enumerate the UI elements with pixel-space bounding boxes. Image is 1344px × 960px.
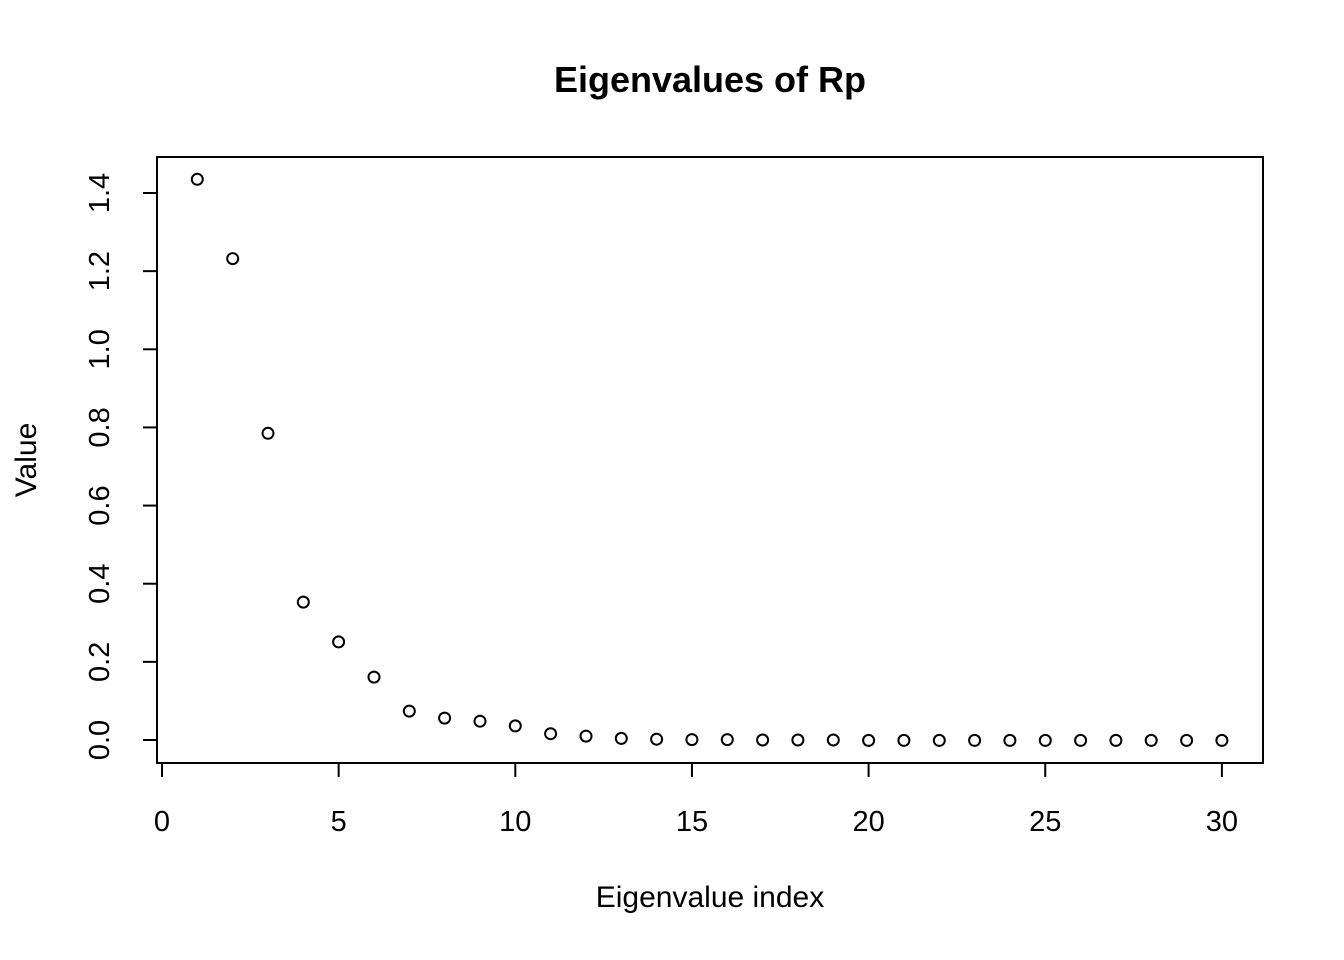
y-axis-title: Value (10, 423, 43, 498)
data-point (473, 714, 487, 728)
x-axis: 0 5 10 15 20 25 30 (154, 763, 1238, 838)
data-point (1144, 733, 1158, 747)
data-point (1074, 733, 1088, 747)
data-point (296, 595, 310, 609)
data-point (897, 733, 911, 747)
y-tick-label: 0.2 (84, 642, 116, 682)
data-point (579, 729, 593, 743)
data-point (650, 732, 664, 746)
data-point (862, 733, 876, 747)
y-tick-label: 1.0 (84, 329, 116, 369)
data-point (261, 426, 275, 440)
x-tick-label: 25 (1029, 806, 1061, 838)
data-point (508, 719, 522, 733)
data-point (438, 711, 452, 725)
data-point (826, 733, 840, 747)
x-tick-label: 20 (852, 806, 884, 838)
x-axis-title: Eigenvalue index (596, 881, 825, 914)
y-tick-label: 0.0 (84, 720, 116, 760)
data-point (685, 733, 699, 747)
data-points (190, 172, 1229, 747)
data-point (1215, 733, 1229, 747)
x-tick-label: 5 (331, 806, 347, 838)
data-point (1109, 733, 1123, 747)
data-point (544, 727, 558, 741)
data-point (226, 252, 240, 266)
x-tick-label: 30 (1206, 806, 1238, 838)
y-tick-label: 1.2 (84, 251, 116, 291)
y-tick-label: 0.4 (84, 564, 116, 604)
y-tick-label: 1.4 (84, 173, 116, 213)
x-tick-label: 0 (154, 806, 170, 838)
data-point (932, 733, 946, 747)
data-point (1003, 733, 1017, 747)
data-point (332, 635, 346, 649)
data-point (614, 731, 628, 745)
y-axis: 0.0 0.2 0.4 0.6 0.8 1.0 1.2 1.4 (84, 173, 157, 760)
x-tick-label: 15 (676, 806, 708, 838)
data-point (720, 733, 734, 747)
plot-box (156, 156, 1264, 764)
data-point (1038, 733, 1052, 747)
data-point (402, 704, 416, 718)
y-tick-label: 0.6 (84, 485, 116, 525)
data-point (1180, 733, 1194, 747)
data-point (791, 733, 805, 747)
data-point (367, 670, 381, 684)
data-point (190, 172, 204, 186)
x-tick-label: 10 (499, 806, 531, 838)
data-point (968, 733, 982, 747)
chart-title: Eigenvalues of Rp (554, 59, 866, 100)
data-point (756, 733, 770, 747)
y-tick-label: 0.8 (84, 407, 116, 447)
